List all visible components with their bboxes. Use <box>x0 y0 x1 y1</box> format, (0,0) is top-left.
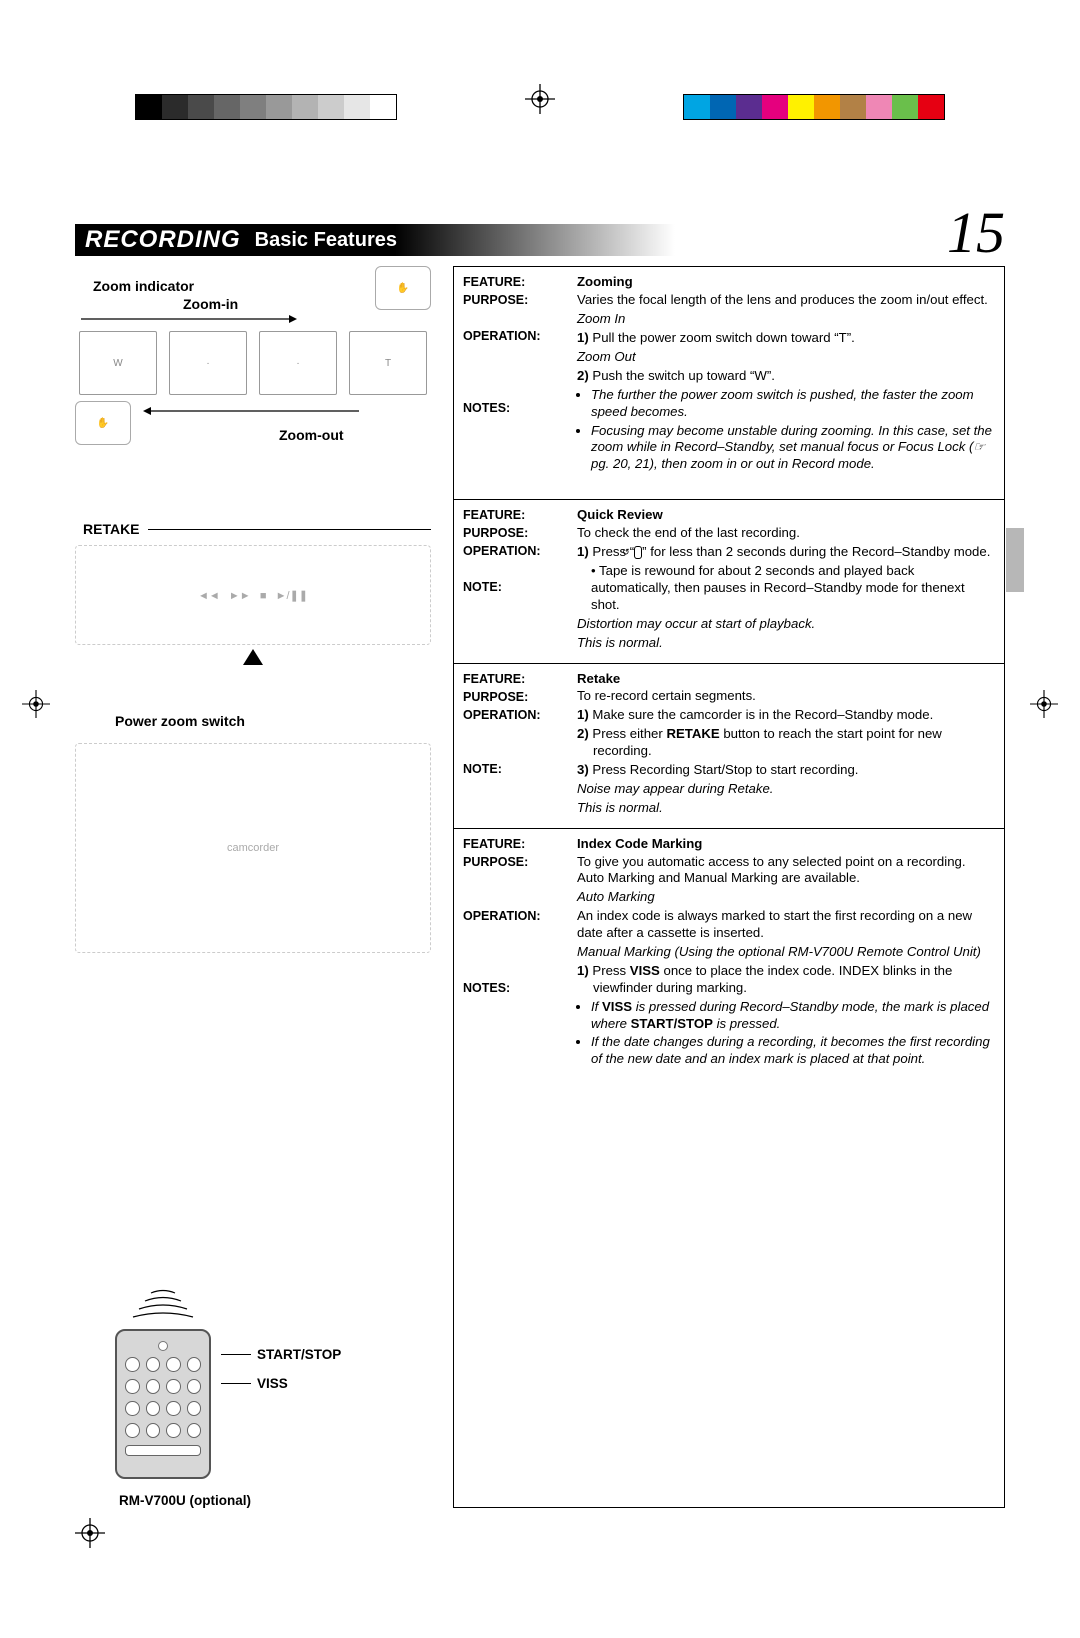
registration-mark-left-icon <box>22 690 50 723</box>
label-viss: VISS <box>257 1376 288 1391</box>
feature-op-line: 1) Press VISS once to place the index co… <box>577 963 995 997</box>
page-number: 15 <box>939 210 1005 256</box>
ir-waves-icon <box>123 1283 203 1325</box>
page-body: RECORDING Basic Features 15 Zoom indicat… <box>0 150 1080 1638</box>
hand-zoom-out-icon: ✋ <box>75 401 131 445</box>
feature-notes-list: If VISS is pressed during Record–Standby… <box>577 999 995 1069</box>
feature-key: NOTE: <box>463 579 567 595</box>
feature-text: To re-record certain segments. <box>577 688 995 705</box>
feature-block: FEATURE: PURPOSE: OPERATION: NOTES: Index… <box>454 829 1004 1080</box>
section-title-bar: RECORDING Basic Features <box>75 224 939 256</box>
grayscale-step-wedge <box>135 94 397 120</box>
registration-mark-icon <box>525 84 555 114</box>
feature-title: Quick Review <box>577 507 995 524</box>
feature-op-line: 3) Press Recording Start/Stop to start r… <box>577 762 995 779</box>
illustration-column: Zoom indicator Zoom-in ✋ W · · T ✋ <box>75 266 431 1508</box>
feature-note: Noise may appear during Retake. <box>577 781 995 798</box>
feature-note-item: If the date changes during a recording, … <box>591 1034 995 1068</box>
feature-title: Zooming <box>577 274 995 291</box>
zoom-panel-3: · <box>259 331 337 395</box>
feature-key: OPERATION: <box>463 707 567 723</box>
feature-text: Varies the focal length of the lens and … <box>577 292 995 309</box>
feature-op-line: • Tape is rewound for about 2 seconds an… <box>577 563 995 614</box>
feature-note: This is normal. <box>577 635 995 652</box>
registration-mark-right-icon <box>1030 690 1058 723</box>
feature-block: FEATURE: PURPOSE: OPERATION: NOTE: RetakeTo… <box>454 664 1004 829</box>
feature-op-line: An index code is always marked to start … <box>577 908 995 942</box>
feature-key: NOTES: <box>463 400 567 416</box>
camcorder-illustration-icon: camcorder <box>75 743 431 953</box>
section-subtitle: Basic Features <box>255 229 397 252</box>
registration-mark-bottom-icon <box>75 1518 1005 1548</box>
feature-notes-list: The further the power zoom switch is pus… <box>577 387 995 473</box>
feature-op-line: Zoom Out <box>577 349 995 366</box>
label-power-zoom-switch: Power zoom switch <box>115 713 431 729</box>
label-retake: RETAKE <box>83 521 140 537</box>
feature-key: FEATURE: <box>463 671 567 687</box>
feature-note-item: Focusing may become unstable during zoom… <box>591 423 995 474</box>
feature-text: To check the end of the last recording. <box>577 525 995 542</box>
hand-zoom-in-icon: ✋ <box>375 266 431 310</box>
feature-key: OPERATION: <box>463 543 567 559</box>
feature-block: FEATURE: PURPOSE: OPERATION: NOTE: Quick Re… <box>454 500 1004 663</box>
feature-note-item: The further the power zoom switch is pus… <box>591 387 995 421</box>
color-calibration-bars <box>683 94 945 120</box>
section-name: RECORDING <box>75 226 241 254</box>
feature-block: FEATURE: PURPOSE: OPERATION: NOTES: Zoomi… <box>454 267 1004 500</box>
feature-note-item: If VISS is pressed during Record–Standby… <box>591 999 995 1033</box>
feature-key: FEATURE: <box>463 836 567 852</box>
label-remote-model: RM-V700U (optional) <box>119 1493 431 1508</box>
zoom-out-arrow-icon <box>141 406 361 416</box>
feature-op-line: 2) Push the switch up toward “W”. <box>577 368 995 385</box>
label-zoom-indicator: Zoom indicator <box>93 278 238 294</box>
feature-op-line: 1) Pull the power zoom switch down towar… <box>577 330 995 347</box>
feature-key: OPERATION: <box>463 908 567 924</box>
feature-op-line: Auto Marking <box>577 889 995 906</box>
feature-key: NOTE: <box>463 761 567 777</box>
zoom-panel-4: T <box>349 331 427 395</box>
feature-key: NOTES: <box>463 980 567 996</box>
section-thumb-tab <box>1006 528 1024 592</box>
zoom-panel-2: · <box>169 331 247 395</box>
label-start-stop: START/STOP <box>257 1347 341 1362</box>
feature-op-line: 1) Make sure the camcorder is in the Rec… <box>577 707 995 724</box>
feature-key: PURPOSE: <box>463 292 567 308</box>
zoom-panel-1: W <box>79 331 157 395</box>
zoom-step-panels: W · · T <box>75 327 431 395</box>
feature-op-line: Manual Marking (Using the optional RM-V7… <box>577 944 995 961</box>
feature-title: Retake <box>577 671 995 688</box>
label-zoom-out: Zoom-out <box>279 427 361 443</box>
feature-op-line: Zoom In <box>577 311 995 328</box>
feature-op-line: 1) Press “↺” for less than 2 seconds dur… <box>577 544 995 561</box>
pointer-up-icon <box>243 649 263 665</box>
zoom-in-arrow-icon <box>79 314 299 324</box>
remote-control-icon <box>115 1329 211 1479</box>
feature-op-line: 2) Press either RETAKE button to reach t… <box>577 726 995 760</box>
feature-text: To give you automatic access to any sele… <box>577 854 995 888</box>
page-header: RECORDING Basic Features 15 <box>75 210 1005 256</box>
top-button-panel-icon: ◄◄ ►► ■ ►/❚❚ <box>75 545 431 645</box>
feature-note: This is normal. <box>577 800 995 817</box>
print-registration-row <box>75 90 1005 130</box>
feature-note: Distortion may occur at start of playbac… <box>577 616 995 633</box>
features-table: FEATURE: PURPOSE: OPERATION: NOTES: Zoomi… <box>453 266 1005 1508</box>
feature-key: FEATURE: <box>463 507 567 523</box>
label-zoom-in: Zoom-in <box>183 296 238 312</box>
feature-key: OPERATION: <box>463 328 567 344</box>
feature-key: PURPOSE: <box>463 689 567 705</box>
feature-key: FEATURE: <box>463 274 567 290</box>
feature-key: PURPOSE: <box>463 525 567 541</box>
feature-key: PURPOSE: <box>463 854 567 870</box>
feature-title: Index Code Marking <box>577 836 995 853</box>
